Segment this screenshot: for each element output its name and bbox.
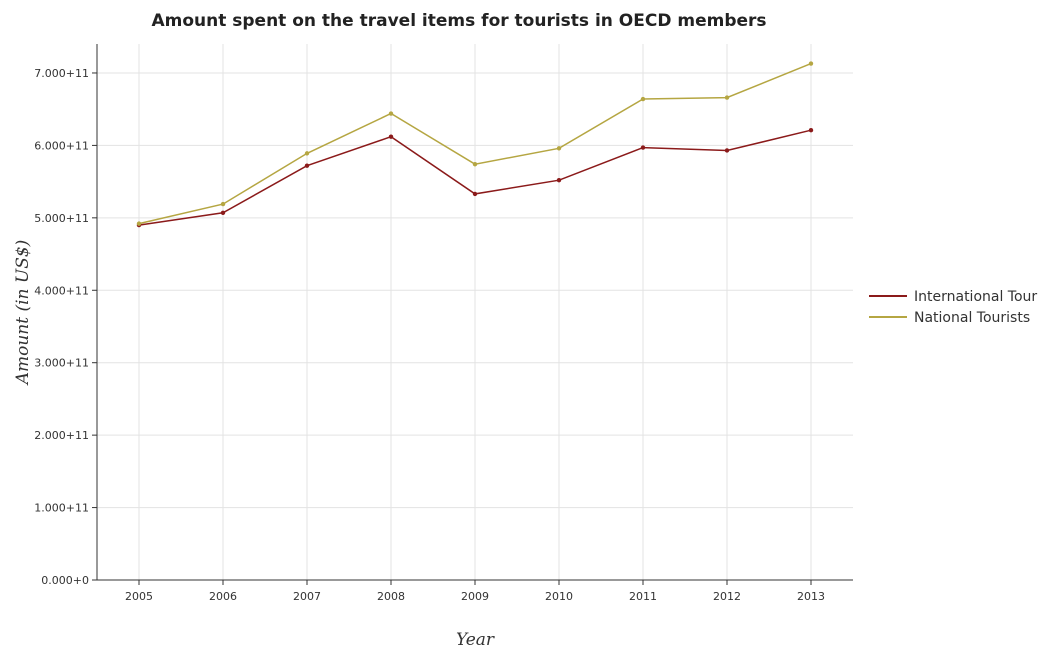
x-tick-label: 2011 [629, 590, 657, 603]
data-point [472, 162, 478, 167]
data-point [304, 151, 310, 156]
data-point [724, 148, 730, 153]
y-tick-label: 4.000+11 [34, 284, 89, 297]
data-point [724, 95, 730, 100]
grid-lines [97, 44, 853, 581]
y-tick-label: 7.000+11 [34, 67, 89, 80]
x-tick-label: 2010 [545, 590, 573, 603]
y-tick-label: 3.000+11 [34, 357, 89, 370]
data-point [808, 127, 814, 133]
y-tick-label: 6.000+11 [34, 139, 89, 152]
x-axis-label: Year [456, 630, 495, 650]
data-point [556, 177, 562, 183]
data-point [220, 210, 226, 215]
data-point [472, 191, 478, 197]
x-tick-label: 2008 [377, 590, 405, 603]
y-tick-label: 5.000+11 [34, 212, 89, 225]
data-point [304, 163, 310, 168]
data-point [808, 61, 814, 66]
data-point [136, 221, 142, 226]
tick-labels: 2005 2006 2007 2008 2009 2010 2011 2012 2013 0.00… [34, 67, 825, 603]
data-point [640, 96, 646, 102]
data-point [388, 111, 394, 116]
data-point [556, 146, 562, 151]
x-tick-label: 2006 [209, 590, 237, 603]
x-tick-label: 2007 [293, 590, 321, 603]
data-point [220, 201, 226, 207]
x-tick-label: 2012 [713, 590, 741, 603]
y-tick-label: 0.000+0 [41, 574, 89, 587]
x-tick-label: 2005 [125, 590, 153, 603]
legend: International Tourists National Tourists [869, 289, 1038, 326]
y-axis-label: Amount (in US$) [13, 240, 33, 387]
legend-label: National Tourists [914, 310, 1030, 326]
x-tick-label: 2009 [461, 590, 489, 603]
y-tick-label: 2.000+11 [34, 429, 89, 442]
y-tick-label: 1.000+11 [34, 502, 89, 515]
legend-label: International Tourists [914, 289, 1038, 305]
chart-title: Amount spent on the travel items for tou… [151, 11, 766, 31]
x-tick-label: 2013 [797, 590, 825, 603]
series-lines [136, 61, 814, 228]
data-point [388, 134, 394, 139]
data-point [640, 145, 646, 150]
